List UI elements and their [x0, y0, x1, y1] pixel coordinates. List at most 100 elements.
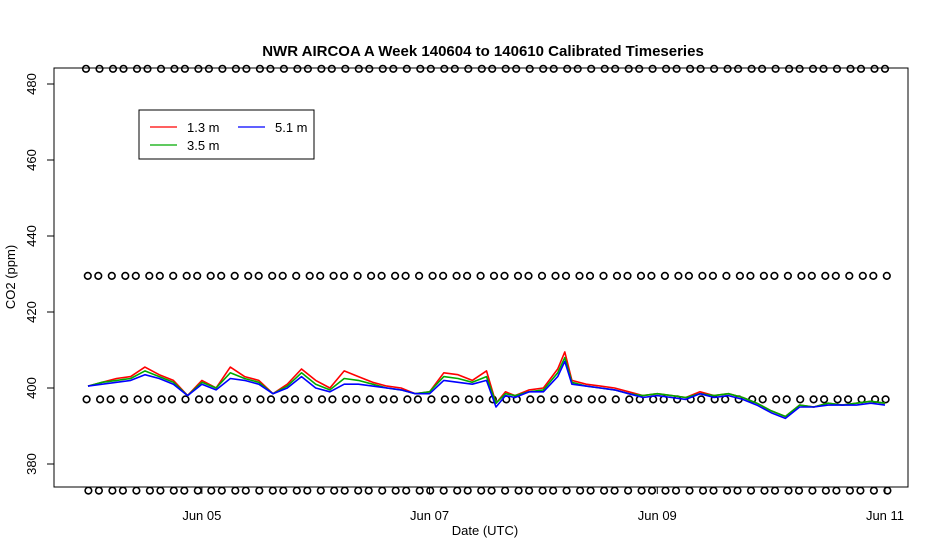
calibration-marker	[352, 395, 361, 404]
calibration-marker	[95, 64, 104, 73]
calibration-marker	[600, 64, 609, 73]
calibration-marker	[746, 271, 755, 281]
legend-box	[138, 109, 315, 160]
calibration-marker	[95, 395, 105, 404]
calibration-marker	[218, 64, 227, 73]
calibration-marker	[647, 486, 657, 495]
calibration-marker	[427, 395, 436, 404]
calibration-marker	[94, 271, 103, 281]
calibration-marker	[256, 395, 265, 404]
calibration-marker	[231, 486, 240, 495]
calibration-marker	[488, 64, 497, 73]
calibration-marker	[207, 486, 216, 495]
calibration-marker	[415, 486, 424, 495]
calibration-marker	[487, 486, 496, 495]
calibration-marker	[598, 395, 607, 404]
calibration-marker	[821, 486, 831, 495]
calibration-marker	[156, 486, 165, 495]
calibration-marker	[671, 486, 681, 495]
calibration-marker	[391, 486, 400, 495]
calibration-marker	[316, 486, 325, 495]
calibration-marker	[428, 271, 437, 281]
calibration-marker	[106, 395, 115, 404]
calibration-marker	[464, 64, 473, 73]
calibration-marker	[635, 64, 644, 73]
calibration-marker	[255, 486, 264, 495]
calibration-marker	[856, 64, 866, 73]
legend-label: 3.5 m	[187, 138, 220, 153]
x-tick-label: Jun 07	[410, 508, 449, 523]
calibration-marker	[611, 64, 620, 73]
calibration-marker	[143, 64, 152, 73]
calibration-marker	[869, 486, 879, 495]
calibration-marker	[413, 395, 423, 404]
calibration-marker	[797, 271, 806, 281]
calibration-marker	[354, 64, 363, 73]
calibration-marker	[205, 395, 214, 404]
calibration-marker	[193, 486, 202, 495]
calibration-marker	[772, 395, 781, 404]
x-axis-label: Date (UTC)	[452, 523, 518, 538]
calibration-marker	[550, 395, 559, 404]
calibration-marker	[266, 395, 276, 404]
calibration-marker	[416, 64, 425, 73]
calibration-marker	[415, 271, 424, 281]
calibration-marker	[327, 64, 336, 73]
calibration-marker	[733, 64, 743, 73]
y-tick-label: 380	[24, 453, 39, 475]
calibration-marker	[599, 486, 609, 495]
calibration-marker	[672, 64, 681, 73]
calibration-marker	[133, 395, 142, 404]
calibration-marker	[795, 64, 804, 73]
calibration-marker	[119, 64, 128, 73]
series-line-3-5-m	[87, 356, 886, 418]
calibration-marker	[821, 271, 830, 281]
calibration-marker	[84, 486, 93, 495]
calibration-marker	[230, 271, 239, 281]
calibration-marker	[451, 395, 460, 404]
calibration-marker	[389, 395, 399, 404]
calibration-marker	[378, 64, 387, 73]
calibration-marker	[156, 64, 166, 73]
calibration-marker	[784, 486, 793, 495]
calibration-marker	[845, 271, 854, 281]
calibration-marker	[450, 64, 459, 73]
calibration-marker	[477, 64, 486, 73]
calibration-marker	[328, 395, 337, 404]
calibration-marker	[231, 64, 240, 73]
calibration-marker	[561, 271, 571, 281]
y-axis: 380 400 420 440 460 480	[24, 73, 54, 475]
calibration-marker	[759, 271, 769, 281]
calibration-marker	[587, 395, 596, 404]
calibration-marker	[401, 271, 410, 281]
calibration-marker	[82, 395, 91, 404]
calibration-marker	[514, 486, 523, 495]
calibration-marker	[341, 64, 350, 73]
calibration-marker	[538, 486, 547, 495]
calibration-marker	[83, 271, 92, 281]
calibration-marker	[747, 64, 756, 73]
calibration-marker	[402, 64, 411, 73]
calibration-marker	[612, 271, 622, 281]
calibration-marker	[770, 486, 780, 495]
x-axis: Jun 05 Jun 07 Jun 09 Jun 11	[182, 487, 904, 523]
calibration-marker	[167, 395, 177, 404]
calibration-marker	[452, 271, 461, 281]
calibration-marker	[684, 271, 694, 281]
calibration-marker	[463, 486, 472, 495]
calibration-marker	[796, 395, 805, 404]
calibration-marker	[501, 64, 510, 73]
calibration-marker	[242, 395, 252, 404]
calibration-marker	[403, 395, 412, 404]
calibration-marker	[549, 64, 558, 73]
calibration-marker	[242, 64, 251, 73]
x-tick-label: Jun 05	[182, 508, 221, 523]
calibration-marker	[562, 486, 571, 495]
calibration-marker	[636, 271, 646, 281]
calibration-marker	[758, 395, 767, 404]
calibration-marker	[794, 486, 804, 495]
calibration-marker	[217, 486, 226, 495]
calibration-marker	[218, 395, 228, 404]
calibration-marker	[268, 486, 277, 495]
calibration-marker	[539, 64, 548, 73]
